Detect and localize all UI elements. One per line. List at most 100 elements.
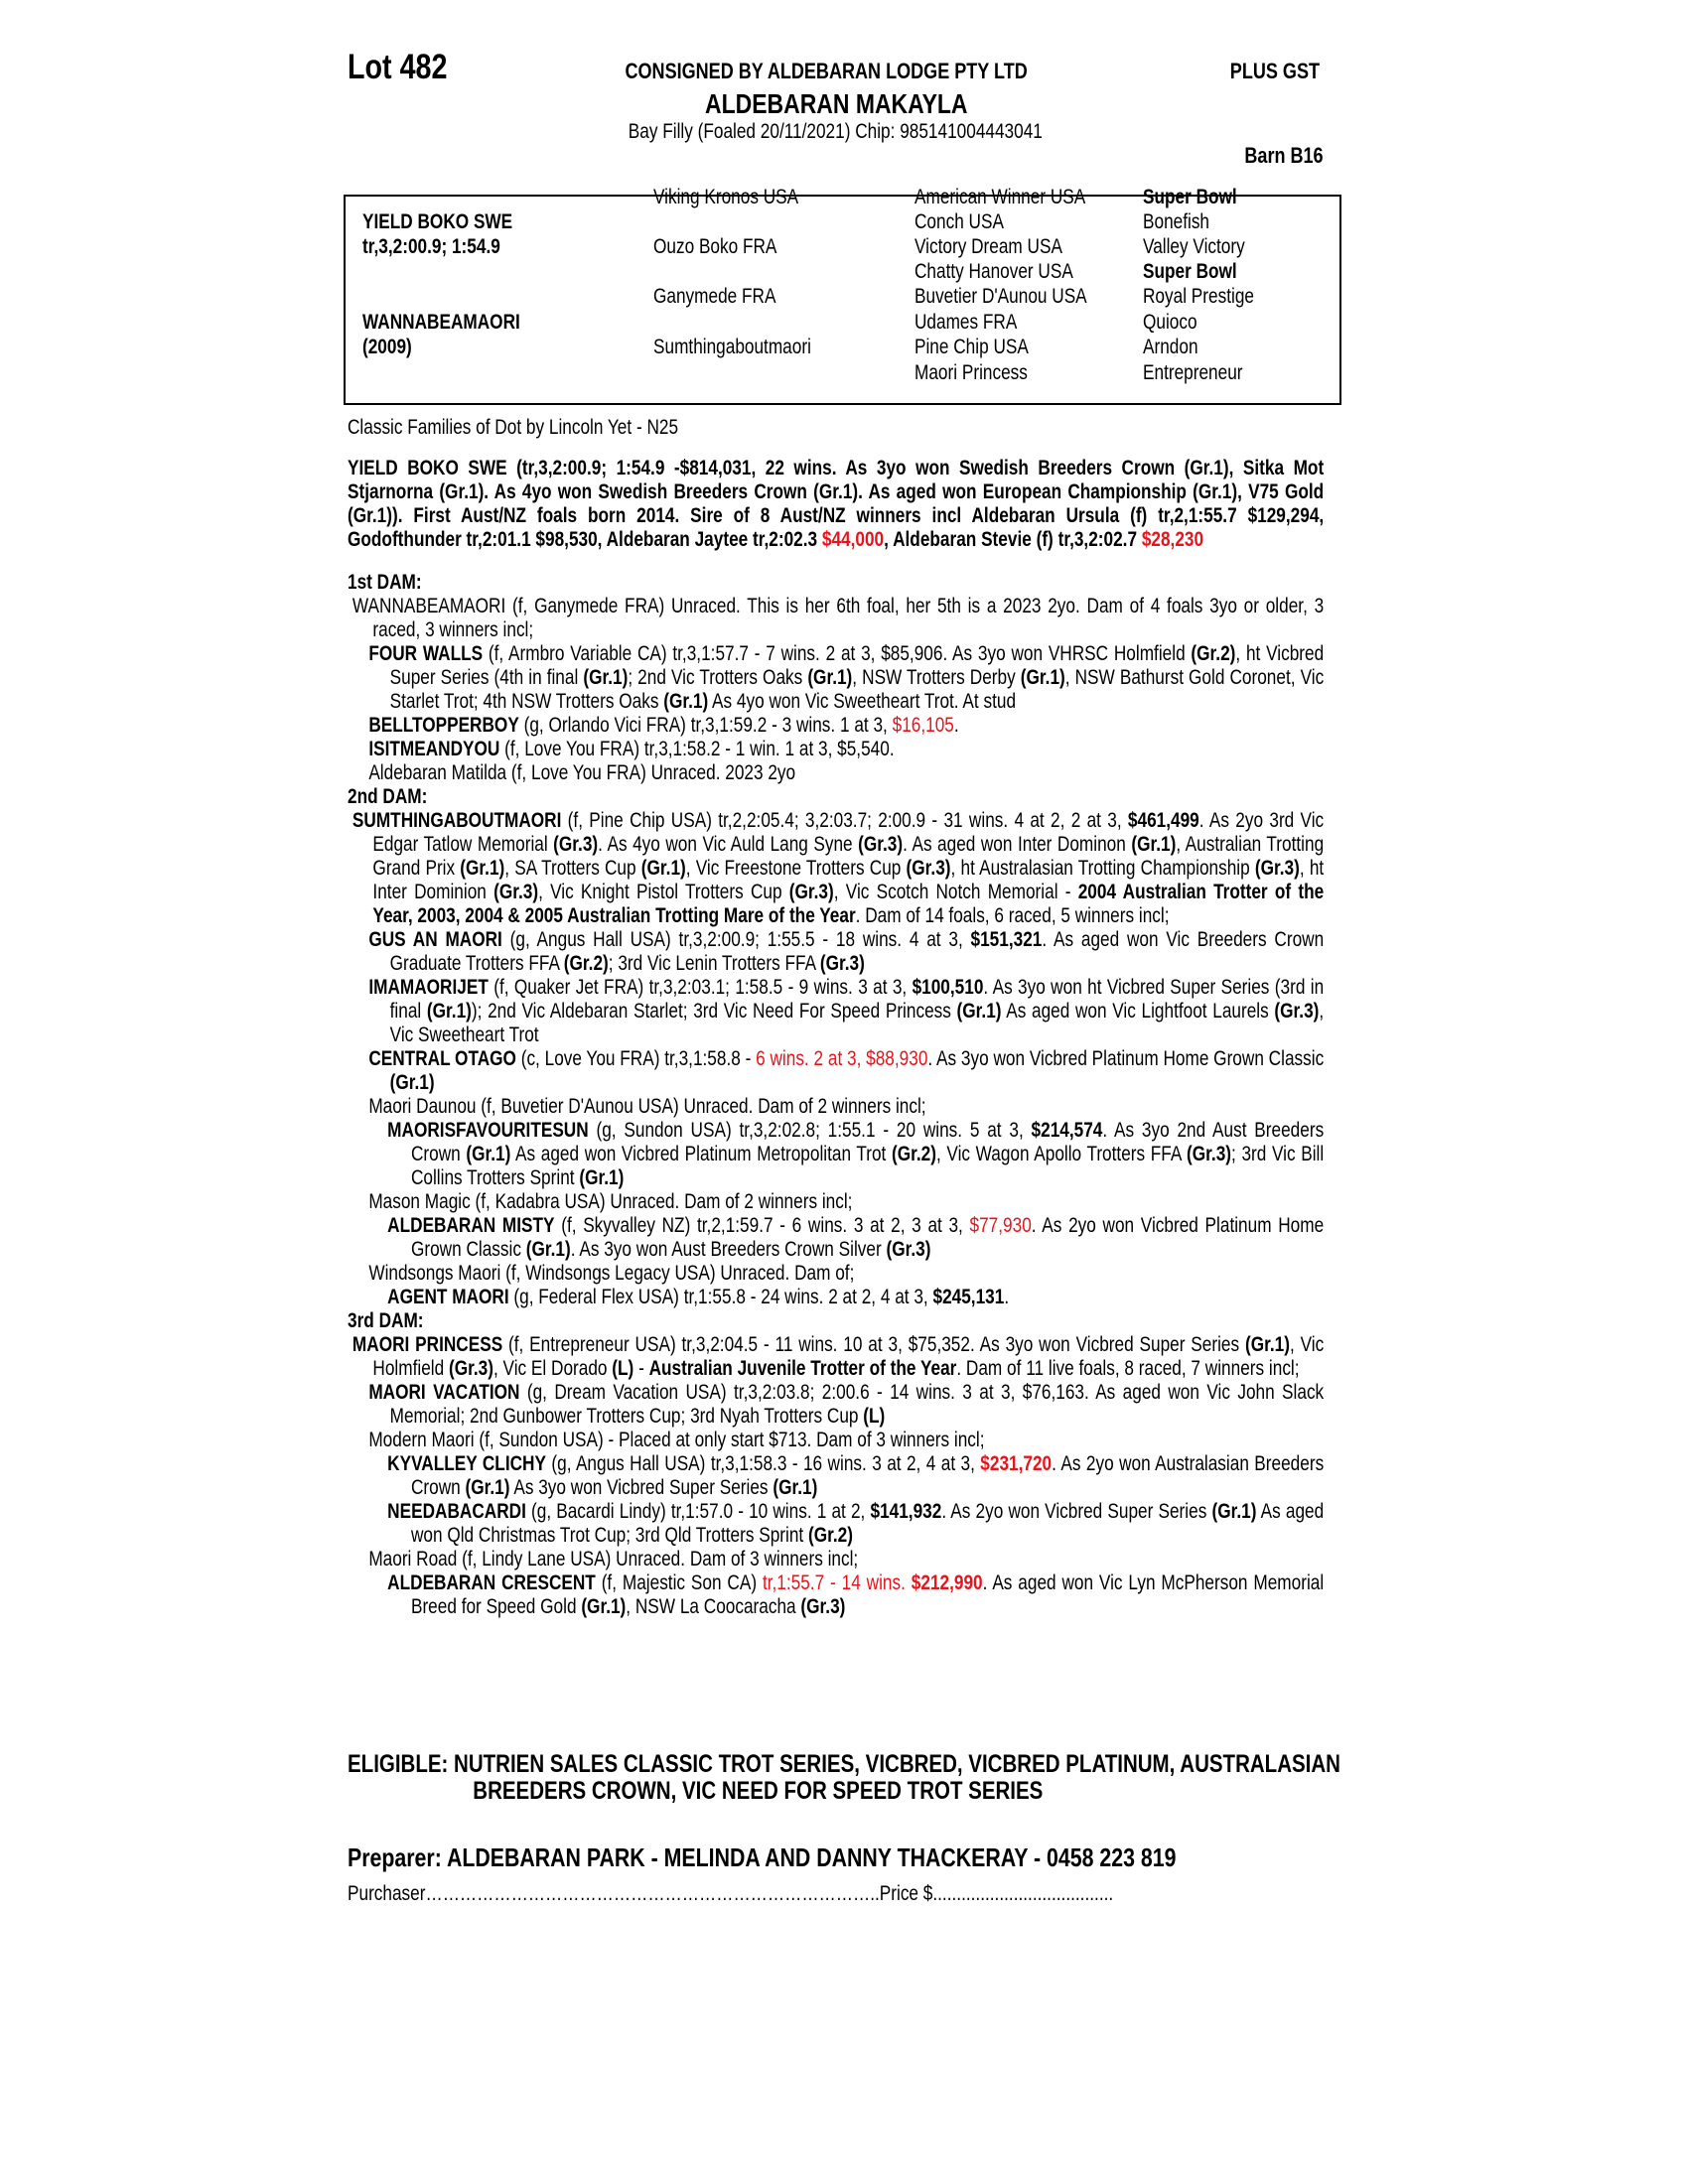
- pedigree-entry: CENTRAL OTAGO (c, Love You FRA) tr,3,1:5…: [348, 1047, 1324, 1095]
- great-grandparent-text: Maori Princess: [914, 361, 1028, 384]
- grandparent-text: Sumthingaboutmaori: [653, 336, 811, 358]
- bold-text: $214,574: [1031, 1119, 1103, 1142]
- text-run: . As 2yo 3rd Vic Edgar Tatlow Memorial: [372, 809, 1325, 856]
- text-run: (f, Pine Chip USA) tr,2,2:05.4; 3,2:03.7…: [561, 809, 1128, 832]
- horse-name: ALDEBARAN MAKAYLA: [439, 89, 1233, 119]
- text-run: (f, Armbro Variable CA) tr,3,1:57.7 - 7 …: [483, 642, 1192, 665]
- great-great-grandsire-text: Entrepreneur: [1143, 361, 1243, 384]
- great-great-grandsire-text: Royal Prestige: [1143, 285, 1254, 308]
- bold-text: FOUR WALLS: [368, 642, 484, 665]
- text-run: WANNABEAMAORI (f, Ganymede FRA) Unraced.…: [352, 595, 1325, 641]
- text-run: (f, Majestic Son CA): [595, 1571, 763, 1594]
- text-run: , Vic Sweetheart Trot: [389, 1000, 1325, 1046]
- great-great-grandsire: Super Bowl: [1143, 260, 1258, 284]
- bold-text: (Gr.3): [800, 1595, 846, 1618]
- highlight-text: tr,1:55.7 - 14 wins.: [762, 1571, 912, 1594]
- bold-text: (Gr.3): [858, 833, 904, 856]
- bold-text: (Gr.3): [1274, 1000, 1320, 1023]
- pedigree-entry: Windsongs Maori (f, Windsongs Legacy USA…: [348, 1262, 1324, 1286]
- text-run: (f, Skyvalley NZ) tr,2,1:59.7 - 6 wins. …: [554, 1214, 970, 1237]
- great-grandparent: Pine Chip USA: [914, 336, 1054, 359]
- great-great-grandsire: Entrepreneur: [1143, 361, 1265, 385]
- text-run: (c, Love You FRA) tr,3,1:58.8 -: [515, 1047, 757, 1070]
- bold-text: BELLTOPPERBOY: [368, 714, 519, 737]
- pedigree-entry: ISITMEANDYOU (f, Love You FRA) tr,3,1:58…: [348, 738, 1324, 761]
- bold-text: (Gr.3): [1254, 857, 1300, 880]
- text-run: . As 3yo 2nd Aust Breeders Crown: [410, 1119, 1325, 1165]
- bold-text: AGENT MAORI: [387, 1286, 509, 1308]
- pedigree-entry: ALDEBARAN MISTY (f, Skyvalley NZ) tr,2,1…: [348, 1214, 1324, 1262]
- dam-year-text: (2009): [362, 336, 412, 358]
- dam-name-text: WANNABEAMAORI: [362, 311, 520, 334]
- pedigree-entry: SUMTHINGABOUTMAORI (f, Pine Chip USA) tr…: [348, 809, 1324, 928]
- pedigree-entry: IMAMAORIJET (f, Quaker Jet FRA) tr,3,2:0…: [348, 976, 1324, 1047]
- bold-text: Australian Juvenile Trotter of the Year: [648, 1357, 957, 1380]
- great-great-grandsire-text: Valley Victory: [1143, 235, 1245, 258]
- dam-heading: 1st DAM:: [348, 571, 422, 594]
- bold-text: (Gr.1): [465, 1476, 510, 1499]
- bold-text: IMAMAORIJET: [368, 976, 489, 999]
- bold-text: (Gr.3): [553, 833, 599, 856]
- great-grandparent-text: Conch USA: [914, 210, 1004, 233]
- plus-gst-text: PLUS GST: [1229, 59, 1320, 83]
- text-run: . As 2yo won Australasian Breeders Crown: [410, 1452, 1325, 1499]
- text-run: . Dam of 14 foals, 6 raced, 5 winners in…: [855, 904, 1170, 927]
- great-great-grandsire: Valley Victory: [1143, 235, 1267, 259]
- consignor-text: CONSIGNED BY ALDEBARAN LODGE PTY LTD: [625, 59, 1028, 83]
- grandparent: Ganymede FRA: [653, 285, 803, 309]
- bold-text: (Gr.2): [807, 1524, 853, 1547]
- consignor: CONSIGNED BY ALDEBARAN LODGE PTY LTD: [429, 60, 1223, 83]
- text-run: (g, Sundon USA) tr,3,2:02.8; 1:55.1 - 20…: [588, 1119, 1032, 1142]
- plus-gst-label: PLUS GST: [1210, 60, 1320, 83]
- text-run: (f, Entrepreneur USA) tr,3,2:04.5 - 11 w…: [502, 1333, 1245, 1356]
- grandparent: Sumthingaboutmaori: [653, 336, 846, 359]
- text-run: Windsongs Maori (f, Windsongs Legacy USA…: [368, 1262, 855, 1285]
- pedigree-entry: Maori Road (f, Lindy Lane USA) Unraced. …: [348, 1548, 1324, 1571]
- text-run: (f, Love You FRA) tr,3,1:58.2 - 1 win. 1…: [499, 738, 895, 760]
- text-run: (g, Dream Vacation USA) tr,3,2:03.8; 2:0…: [389, 1381, 1325, 1428]
- pedigree-entry: MAORI PRINCESS (f, Entrepreneur USA) tr,…: [348, 1333, 1324, 1381]
- great-great-grandsire-text: Quioco: [1143, 311, 1197, 334]
- text-run: .: [953, 714, 959, 737]
- bold-text: (Gr.2): [563, 952, 609, 975]
- highlight-text: $44,000: [821, 528, 885, 551]
- bold-text: (Gr.1): [773, 1476, 818, 1499]
- highlight-text: $77,930: [969, 1214, 1032, 1237]
- horse-name-text: ALDEBARAN MAKAYLA: [704, 88, 968, 119]
- bold-text: YIELD BOKO SWE (tr,3,2:00.9; 1:54.9 -$81…: [348, 457, 1325, 551]
- text-run: ; 3rd Vic Bill Collins Trotters Sprint: [410, 1143, 1325, 1189]
- text-run: . As aged won Vic Lyn McPherson Memorial…: [410, 1571, 1325, 1618]
- pedigree-entry: KYVALLEY CLICHY (g, Angus Hall USA) tr,3…: [348, 1452, 1324, 1500]
- text-run: Aldebaran Matilda (f, Love You FRA) Unra…: [368, 761, 796, 784]
- bold-text: (Gr.1): [460, 857, 505, 880]
- pedigree-table: YIELD BOKO SWE tr,3,2:00.9; 1:54.9 WANNA…: [344, 186, 1341, 405]
- family-line: Classic Families of Dot by Lincoln Yet -…: [348, 416, 679, 439]
- text-run: . As 4yo won Vic Auld Lang Syne: [598, 833, 859, 856]
- text-run: As aged won Vic Lightfoot Laurels: [1001, 1000, 1275, 1023]
- bold-text: $461,499: [1127, 809, 1199, 832]
- eligible-series: ELIGIBLE: NUTRIEN SALES CLASSIC TROT SER…: [348, 1750, 1340, 1805]
- text-run: . As 3yo won ht Vicbred Super Series (3r…: [389, 976, 1325, 1023]
- text-run: (g, Angus Hall USA) tr,3,2:00.9; 1:55.5 …: [501, 928, 971, 951]
- great-great-grandsire-text: Super Bowl: [1143, 260, 1237, 283]
- bold-text: (Gr.1): [583, 666, 629, 689]
- bold-text: (Gr.1): [1211, 1500, 1257, 1523]
- text-run: , ht Australasian Trotting Championship: [950, 857, 1255, 880]
- pedigree-entry: Aldebaran Matilda (f, Love You FRA) Unra…: [348, 761, 1324, 785]
- sire-record: tr,3,2:00.9; 1:54.9: [362, 235, 530, 259]
- bold-text: (Gr.3): [1187, 1143, 1232, 1165]
- text-run: ; 2nd Vic Trotters Oaks: [628, 666, 808, 689]
- grandparent: Ouzo Boko FRA: [653, 235, 804, 259]
- barn-text: Barn B16: [1244, 143, 1324, 168]
- text-run: Mason Magic (f, Kadabra USA) Unraced. Da…: [368, 1190, 853, 1213]
- bold-text: (Gr.1): [1131, 833, 1177, 856]
- great-grandparent: American Winner USA: [914, 186, 1123, 209]
- great-great-grandsire: Royal Prestige: [1143, 285, 1279, 309]
- lot-number: Lot 482: [348, 48, 470, 87]
- bold-text: (Gr.1): [1020, 666, 1065, 689]
- text-run: Modern Maori (f, Sundon USA) - Placed at…: [368, 1429, 985, 1451]
- sire-name-text: YIELD BOKO SWE: [362, 210, 513, 233]
- bold-text: NEEDABACARDI: [387, 1500, 526, 1523]
- text-run: (f, Quaker Jet FRA) tr,3,2:03.1; 1:58.5 …: [488, 976, 913, 999]
- highlight-text: $231,720: [980, 1452, 1053, 1475]
